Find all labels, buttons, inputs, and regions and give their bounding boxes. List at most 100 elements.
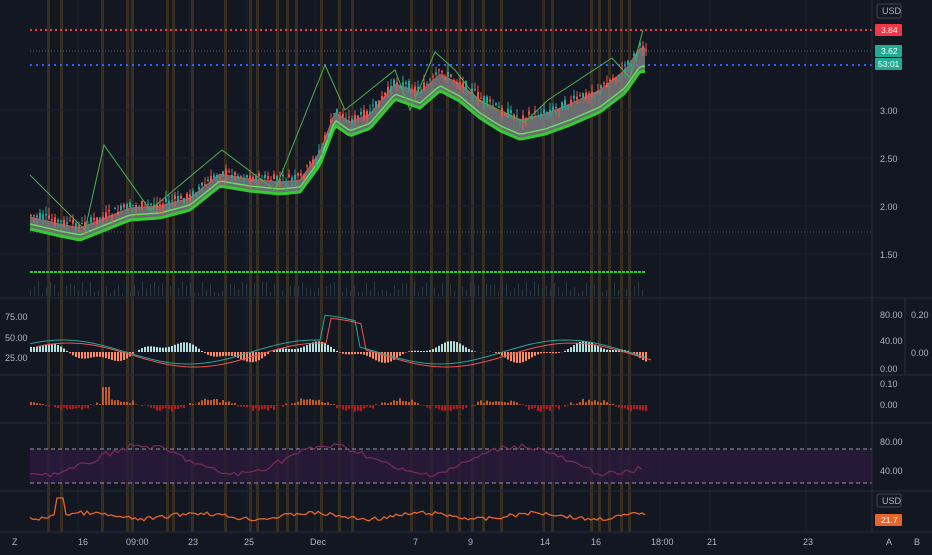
time-axis-label: 25 [244, 537, 254, 547]
candle-body [270, 180, 272, 181]
candle-body [30, 215, 32, 216]
histogram-bar [48, 405, 50, 407]
oscillator-bar [63, 349, 65, 352]
histogram-bar [114, 400, 116, 405]
volume-bar [198, 293, 199, 296]
histogram-axis[interactable]: 0.10 0.00 [880, 379, 898, 410]
histogram-bar [513, 401, 515, 405]
volume-bar [194, 293, 195, 296]
volume-bar [582, 291, 583, 296]
time-axis[interactable]: 16 09:00 23 25 Dec 7 9 14 16 18:00 21 23 [78, 537, 813, 547]
histogram-bar [147, 405, 149, 406]
oscillator-right-axis[interactable]: 80.00 40.00 0.00 0.20 0.00 [880, 310, 929, 374]
histogram-bar [336, 405, 338, 408]
oscillator-bar [78, 352, 80, 358]
histogram-bar [420, 405, 422, 406]
price-axis[interactable]: 3.00 2.50 2.00 1.50 [880, 106, 898, 260]
volume-bar [134, 285, 135, 296]
volume-bar [570, 290, 571, 296]
candle-body [336, 109, 338, 113]
oscillator-bar [363, 352, 365, 355]
volume-bar [110, 293, 111, 296]
oscillator-bar [342, 352, 344, 354]
oscillator-bar [45, 344, 47, 352]
candle-body [612, 78, 614, 80]
candle-body [624, 69, 626, 71]
histogram-bar [552, 405, 554, 407]
candle-body [141, 201, 143, 209]
histogram-bar [603, 400, 605, 405]
candle-body [366, 111, 368, 118]
oscillator-bar [468, 349, 470, 352]
oscillator-bar [66, 351, 68, 352]
candle-body [312, 159, 314, 164]
histogram-bar [576, 404, 578, 405]
histogram-bar [111, 399, 113, 405]
currency-label: USD [882, 6, 902, 16]
candle-body [573, 96, 575, 98]
oscillator-bar [351, 352, 353, 354]
volume-bar [506, 284, 507, 296]
oscillator-bar [645, 352, 647, 361]
histogram-bar [324, 403, 326, 405]
volume-bar [574, 287, 575, 296]
histogram-bar [501, 402, 503, 405]
rsi-pane[interactable] [30, 444, 872, 483]
auto-scale-button[interactable]: A [886, 537, 892, 547]
oscillator-bar [552, 352, 554, 353]
oscillator-bar [549, 352, 551, 353]
oscillator-bar [606, 350, 608, 352]
volume-bar [406, 283, 407, 296]
candle-body [354, 115, 356, 121]
volume-bar [470, 282, 471, 296]
candle-body [339, 112, 341, 113]
histogram-bar [369, 405, 371, 408]
candle-body [462, 83, 464, 88]
volume-bar [158, 287, 159, 296]
volume-bar [454, 291, 455, 296]
timezone-button[interactable]: Z [12, 537, 18, 547]
volume-bar [390, 293, 391, 296]
candle-body [333, 113, 335, 114]
candle-body [45, 214, 47, 215]
time-axis-label: 14 [540, 537, 550, 547]
main-price-pane[interactable] [30, 30, 872, 296]
histogram-bar [291, 404, 293, 405]
rsi-axis[interactable]: 80.00 40.00 [880, 437, 903, 476]
oscillator-bar [450, 341, 452, 352]
candle-body [237, 176, 239, 180]
osc-right-axis-label: 0.00 [880, 364, 898, 374]
histogram-bar [285, 404, 287, 405]
oscillator-bar [180, 343, 182, 352]
oscillator-bar [186, 342, 188, 352]
histogram-bar [516, 402, 518, 405]
candle-body [69, 220, 71, 221]
histogram-bar [33, 402, 35, 405]
histogram-bar [78, 405, 80, 408]
volume-bar [82, 281, 83, 296]
volume-bar [182, 282, 183, 296]
histogram-bar [237, 405, 239, 406]
histogram-bar [540, 405, 542, 412]
candle-body [171, 201, 173, 202]
high-price-value: 3.84 [881, 25, 898, 35]
histogram-bar [240, 405, 242, 407]
volume-bar [106, 287, 107, 296]
oscillator-bar [216, 352, 218, 357]
candle-body [327, 133, 329, 134]
histogram-bar [249, 405, 251, 407]
oscillator-bar [528, 352, 530, 359]
histogram-bar [168, 405, 170, 409]
log-scale-button[interactable]: B [914, 537, 920, 547]
oscillator-bar [237, 352, 239, 358]
histogram-bar [510, 401, 512, 405]
oscillator-bar [210, 352, 212, 356]
volume-bar [518, 283, 519, 296]
histogram-bar [195, 404, 197, 405]
volume-bar [202, 282, 203, 296]
histogram-bar [93, 405, 95, 406]
histogram-bar [126, 402, 128, 405]
oscillator-bar [312, 342, 314, 352]
